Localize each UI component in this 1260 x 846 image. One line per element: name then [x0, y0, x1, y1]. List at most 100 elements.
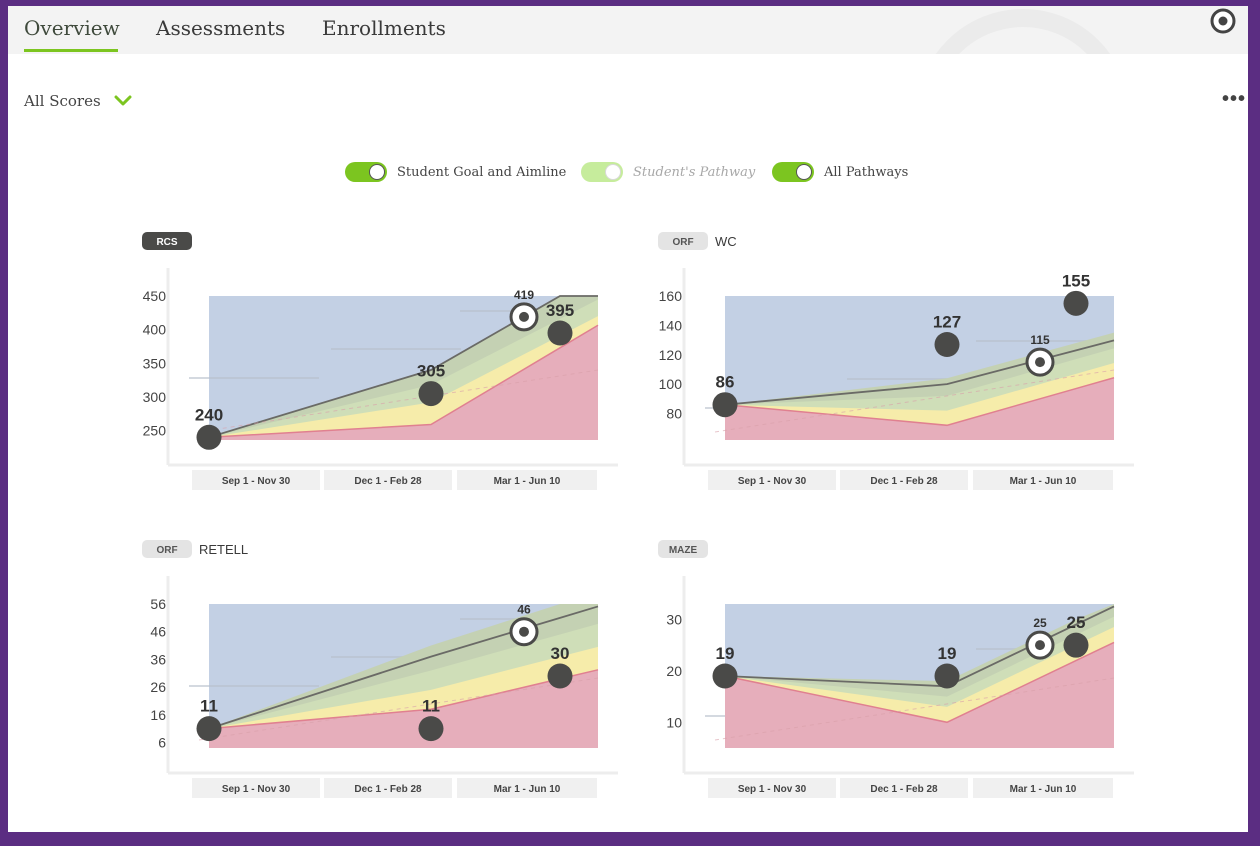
reference-dashed-line: [714, 369, 1115, 433]
red-band-edge: [208, 669, 599, 730]
period-label-box: [973, 470, 1113, 490]
y-tick-label: 46: [150, 624, 166, 640]
period-label-box: [192, 778, 320, 798]
score-point[interactable]: [418, 381, 444, 407]
more-options-icon[interactable]: •••: [1222, 88, 1247, 110]
y-tick-label: 450: [143, 288, 167, 304]
score-point[interactable]: [934, 331, 960, 357]
period-label: Dec 1 - Feb 28: [870, 476, 938, 487]
score-value-label: 155: [1062, 271, 1090, 290]
score-value-label: 19: [716, 644, 735, 663]
assessment-badge: [658, 232, 708, 250]
period-label: Mar 1 - Jun 10: [1010, 476, 1077, 487]
chart-title: WC: [715, 234, 737, 249]
goal-marker-center: [519, 626, 529, 637]
chart-rcs: RCS 250 300 350 400 450 Sep 1 - Nov 30 Dec 1 - …: [142, 232, 618, 490]
aimline: [208, 605, 599, 730]
score-value-label: 395: [546, 301, 574, 320]
aimline: [208, 295, 598, 439]
reference-dashed-line: [198, 369, 599, 433]
assessment-badge: [142, 540, 192, 558]
reference-dashed-line: [198, 677, 599, 741]
score-point[interactable]: [1063, 632, 1089, 658]
score-value-label: 30: [551, 644, 570, 663]
assessment-badge-label: MAZE: [669, 545, 698, 556]
tab-assessments[interactable]: Assessments: [156, 16, 286, 40]
period-label-box: [840, 778, 968, 798]
period-label: Sep 1 - Nov 30: [738, 476, 807, 487]
y-tick-label: 250: [143, 423, 167, 439]
chart-wc: ORF WC 80 100 120 140 160 Sep 1 - Nov 30 Dec 1 -…: [658, 232, 1134, 490]
assessment-badge-label: ORF: [672, 237, 693, 248]
chart-maze: MAZE 10 20 30 Sep 1 - Nov 30 Dec 1 - Feb 28 Ma…: [658, 540, 1134, 798]
period-label: Sep 1 - Nov 30: [222, 476, 291, 487]
red-band-edge: [724, 377, 1115, 427]
period-label: Dec 1 - Feb 28: [870, 784, 938, 795]
goal-marker-center: [1035, 640, 1045, 651]
toggle-switch[interactable]: [772, 162, 814, 182]
toggle-student-pathway[interactable]: Student's Pathway: [581, 160, 755, 184]
score-point[interactable]: [196, 716, 222, 742]
toggle-switch[interactable]: [345, 162, 387, 182]
period-label-box: [708, 778, 836, 798]
score-point[interactable]: [934, 663, 960, 689]
goal-marker-center: [519, 311, 529, 322]
score-point[interactable]: [547, 663, 573, 689]
score-value-label: 11: [422, 697, 440, 716]
toggle-label: Student's Pathway: [633, 164, 756, 180]
toggle-knob: [796, 164, 812, 180]
y-tick-label: 140: [659, 317, 683, 333]
y-tick-label: 56: [150, 596, 166, 612]
y-tick-label: 10: [666, 714, 682, 730]
score-point[interactable]: [712, 392, 738, 418]
score-point[interactable]: [712, 663, 738, 689]
period-label-box: [973, 778, 1113, 798]
assessment-badge-label: ORF: [156, 545, 177, 556]
goal-value-label: 419: [514, 288, 534, 302]
charts-area: RCS 250 300 350 400 450 Sep 1 - Nov 30 Dec 1 - …: [142, 232, 1134, 798]
toggle-student-goal[interactable]: Student Goal and Aimline: [345, 160, 566, 184]
period-label: Mar 1 - Jun 10: [494, 784, 561, 795]
zone-red: [209, 669, 598, 748]
score-point[interactable]: [1063, 290, 1089, 316]
goal-value-label: 25: [1033, 616, 1047, 630]
score-filter-dropdown[interactable]: All Scores: [24, 92, 101, 110]
y-tick-label: 30: [666, 611, 682, 627]
score-value-label: 127: [933, 312, 961, 331]
toggle-knob: [605, 164, 621, 180]
period-label-box: [324, 470, 452, 490]
zone-red: [725, 642, 1114, 748]
score-point[interactable]: [547, 320, 573, 346]
period-label-box: [457, 470, 597, 490]
toggle-switch[interactable]: [581, 162, 623, 182]
app-frame: Overview Assessments Enrollments All Sco…: [8, 6, 1248, 832]
chevron-down-icon[interactable]: [114, 94, 132, 108]
y-tick-label: 16: [150, 707, 166, 723]
period-label-box: [457, 778, 597, 798]
assessment-badge: [658, 540, 708, 558]
reference-dashed-line: [714, 677, 1115, 741]
goal-marker-center: [1035, 357, 1045, 368]
zone-red: [209, 325, 598, 440]
score-value-label: 240: [195, 405, 223, 424]
toggle-all-pathways[interactable]: All Pathways: [772, 160, 908, 184]
chart-title: RETELL: [199, 542, 248, 557]
period-label: Sep 1 - Nov 30: [222, 784, 291, 795]
toggle-label: Student Goal and Aimline: [397, 164, 567, 180]
period-label: Mar 1 - Jun 10: [494, 476, 561, 487]
score-value-label: 19: [938, 644, 957, 663]
y-tick-label: 350: [143, 355, 167, 371]
red-band-edge: [208, 324, 599, 439]
tab-enrollments[interactable]: Enrollments: [322, 16, 446, 40]
y-tick-label: 160: [659, 288, 683, 304]
score-point[interactable]: [196, 424, 222, 450]
score-point[interactable]: [418, 716, 444, 742]
aimline: [724, 339, 1115, 406]
y-tick-label: 100: [659, 376, 683, 392]
assessment-badge: [142, 232, 192, 250]
target-icon[interactable]: [1210, 8, 1236, 34]
tab-overview[interactable]: Overview: [24, 16, 120, 40]
period-label: Sep 1 - Nov 30: [738, 784, 807, 795]
score-value-label: 11: [200, 697, 218, 716]
chart-retell: ORF RETELL 6 16 26 36 46 56 Sep 1 - Nov 30 Dec 1 …: [142, 540, 618, 798]
